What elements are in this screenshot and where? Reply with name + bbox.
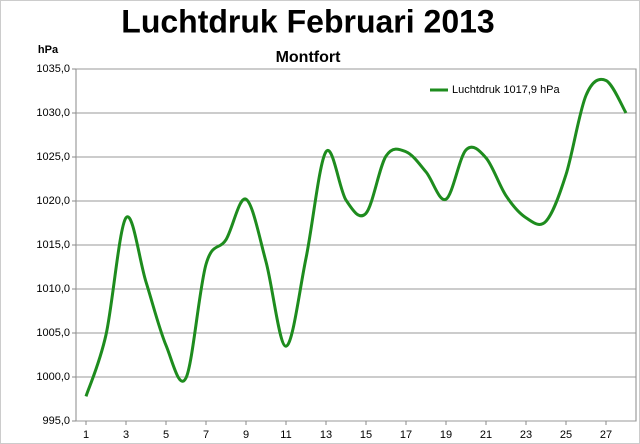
x-tick-label: 17 — [400, 429, 412, 441]
legend-label: Luchtdruk 1017,9 hPa — [452, 84, 561, 96]
chart-title: Luchtdruk Februari 2013 — [121, 3, 494, 39]
x-tick-label: 21 — [480, 429, 492, 441]
series-line — [84, 77, 628, 397]
x-tick-label: 13 — [320, 429, 332, 441]
x-tick-label: 9 — [243, 429, 249, 441]
x-tick-label: 11 — [280, 429, 291, 441]
x-tick-label: 23 — [520, 429, 532, 441]
chart-subtitle: Montfort — [276, 49, 342, 66]
y-tick-label: 1020,0 — [36, 195, 70, 207]
x-tick-label: 27 — [600, 429, 612, 441]
x-tick-label: 25 — [560, 429, 572, 441]
x-tick-label: 7 — [203, 429, 209, 441]
y-tick-label: 1010,0 — [36, 283, 70, 295]
y-tick-label: 995,0 — [42, 415, 70, 427]
x-tick-label: 1 — [83, 429, 89, 441]
y-tick-label: 1005,0 — [36, 327, 70, 339]
x-tick-label: 15 — [360, 429, 372, 441]
y-tick-label: 1025,0 — [36, 151, 70, 163]
x-tick-label: 19 — [440, 429, 452, 441]
y-tick-label: 1030,0 — [36, 107, 70, 119]
y-tick-label: 1015,0 — [36, 239, 70, 251]
y-tick-label: 1035,0 — [36, 63, 70, 75]
x-tick-label: 5 — [163, 429, 169, 441]
y-axis-label: hPa — [38, 44, 59, 56]
x-tick-label: 3 — [123, 429, 129, 441]
y-tick-label: 1000,0 — [36, 371, 70, 383]
